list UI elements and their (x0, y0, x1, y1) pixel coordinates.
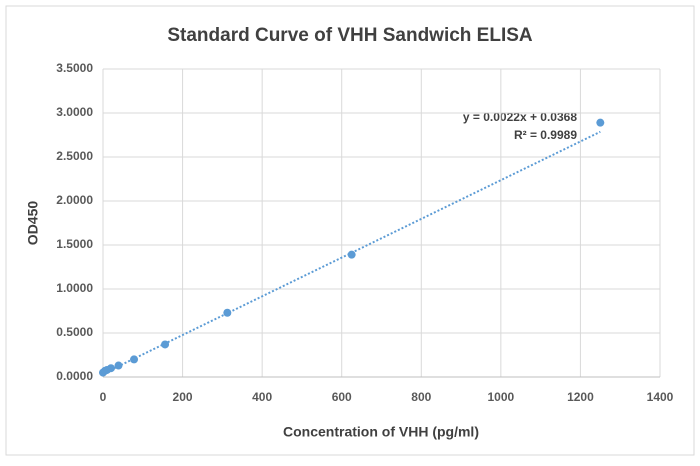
x-tick-label: 0 (100, 390, 107, 404)
data-point (347, 250, 356, 259)
y-tick-label: 2.5000 (56, 149, 93, 163)
y-tick-label: 2.0000 (56, 193, 93, 207)
x-tick-label: 1000 (488, 390, 515, 404)
data-point (596, 118, 605, 127)
x-tick-label: 1200 (567, 390, 594, 404)
y-axis-label: OD450 (25, 201, 41, 246)
data-point (223, 308, 232, 317)
y-tick-label: 0.5000 (56, 325, 93, 339)
x-tick-label: 400 (252, 390, 272, 404)
y-tick-label: 3.0000 (56, 105, 93, 119)
y-tick-label: 1.5000 (56, 237, 93, 251)
y-tick-label: 1.0000 (56, 281, 93, 295)
trendline-r-squared: R² = 0.9989 (514, 128, 577, 142)
x-axis-label: Concentration of VHH (pg/ml) (283, 424, 479, 440)
x-tick-label: 800 (411, 390, 431, 404)
trendline-equation: y = 0.0022x + 0.0368 (463, 110, 577, 124)
y-tick-label: 0.0000 (56, 369, 93, 383)
x-tick-label: 1400 (647, 390, 674, 404)
data-point (130, 355, 139, 364)
y-tick-label: 3.5000 (56, 61, 93, 75)
data-point (114, 361, 123, 370)
data-point (161, 340, 170, 349)
x-tick-label: 200 (173, 390, 193, 404)
data-point (106, 364, 115, 373)
chart-border (5, 5, 695, 456)
x-tick-label: 600 (332, 390, 352, 404)
chart-title: Standard Curve of VHH Sandwich ELISA (167, 25, 533, 46)
